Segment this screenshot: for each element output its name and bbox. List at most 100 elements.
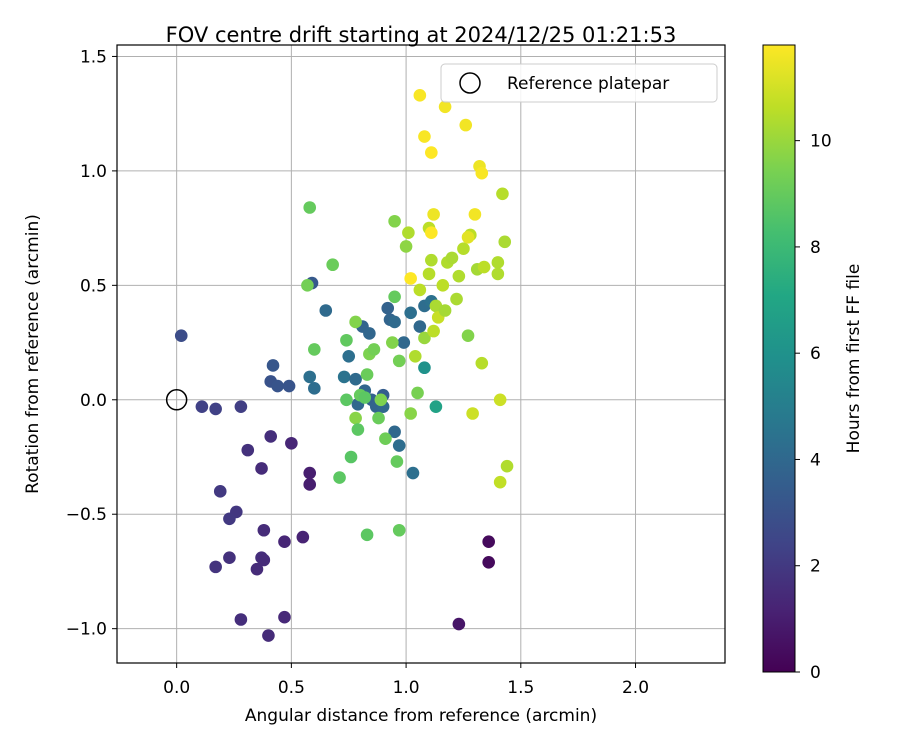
data-point	[255, 462, 268, 475]
data-point	[349, 411, 362, 425]
data-point	[388, 214, 401, 228]
data-point	[278, 535, 291, 548]
data-point	[296, 530, 310, 544]
data-point	[413, 89, 427, 102]
data-point	[477, 260, 491, 274]
data-point	[234, 400, 248, 413]
y-axis: −1.0 −0.5 0.0 0.5 1.0 1.5	[66, 47, 117, 640]
legend-box	[440, 63, 718, 103]
data-point	[250, 562, 264, 576]
data-point	[413, 320, 427, 333]
legend: Reference platepar	[440, 63, 718, 103]
legend-marker-icon	[459, 72, 481, 94]
data-point	[264, 430, 278, 443]
reference-platepar-marker	[165, 389, 188, 411]
data-point	[234, 613, 248, 626]
data-point	[358, 391, 372, 404]
colorbar-tick-label: 0	[810, 663, 821, 683]
data-point	[209, 560, 222, 574]
data-point	[392, 523, 406, 537]
data-point	[379, 432, 392, 445]
x-axis: 0.0 0.5 1.0 1.5 2.0	[163, 663, 649, 698]
data-point	[282, 379, 296, 393]
data-point	[392, 439, 406, 452]
colorbar-tick-label: 2	[810, 557, 821, 577]
data-point	[303, 466, 317, 480]
data-point	[374, 393, 388, 407]
data-point	[326, 258, 339, 272]
data-point	[411, 386, 424, 400]
data-point	[404, 407, 417, 420]
colorbar-tick-label: 6	[810, 344, 821, 364]
data-point	[493, 475, 507, 489]
data-point	[427, 324, 440, 338]
data-point	[308, 343, 321, 356]
data-point	[262, 629, 275, 642]
data-point	[386, 336, 399, 349]
data-point	[241, 443, 255, 457]
data-point	[392, 354, 406, 368]
data-point	[303, 478, 317, 491]
data-point	[301, 279, 314, 292]
x-tick-label: 0.5	[278, 678, 305, 698]
data-point	[445, 251, 459, 265]
data-point	[491, 267, 505, 281]
data-point	[425, 146, 438, 159]
data-point	[418, 331, 431, 345]
x-tick-label: 1.5	[507, 678, 534, 698]
data-point	[360, 528, 374, 542]
data-point	[319, 304, 333, 317]
data-point	[349, 372, 362, 386]
data-point	[406, 466, 420, 480]
data-point	[388, 425, 401, 439]
x-tick-label: 0.0	[163, 678, 190, 698]
colorbar-tick-label: 10	[810, 132, 832, 152]
data-point	[475, 166, 489, 180]
data-point	[388, 290, 401, 304]
data-point	[372, 411, 385, 425]
colorbar-gradient	[762, 44, 796, 673]
data-point	[418, 361, 431, 375]
data-point	[496, 187, 509, 201]
data-point	[340, 333, 353, 347]
data-point	[223, 512, 236, 526]
data-point	[404, 306, 417, 320]
x-tick-label: 1.0	[393, 678, 420, 698]
plot-frame	[116, 44, 726, 664]
data-point	[425, 226, 438, 239]
data-point	[340, 393, 353, 407]
data-point	[174, 329, 188, 342]
data-point	[482, 535, 495, 548]
data-point	[344, 450, 358, 464]
y-tick-label: 1.5	[80, 47, 107, 67]
data-point	[429, 400, 443, 413]
data-point	[404, 272, 417, 285]
data-point	[422, 267, 436, 281]
data-point	[498, 235, 512, 249]
data-point	[450, 292, 463, 306]
data-point	[367, 343, 381, 356]
data-point	[436, 279, 450, 292]
data-point	[257, 523, 271, 537]
data-point	[427, 208, 440, 221]
chart-title: FOV centre drift starting at 2024/12/25 …	[166, 23, 677, 47]
data-point	[195, 400, 209, 413]
colorbar-title: Hours from first FF file	[844, 264, 864, 454]
data-point	[213, 485, 227, 498]
colorbar-tick-label: 8	[810, 238, 821, 258]
data-point	[466, 407, 479, 420]
y-tick-label: −1.0	[66, 620, 107, 640]
data-point	[461, 230, 475, 244]
data-point	[209, 402, 222, 416]
data-point	[493, 393, 507, 407]
data-point	[402, 226, 415, 239]
data-point	[459, 118, 473, 132]
data-point	[475, 356, 489, 370]
y-tick-label: 0.5	[80, 276, 107, 296]
x-axis-title: Angular distance from reference (arcmin)	[245, 706, 597, 726]
data-point	[461, 329, 475, 342]
data-point	[303, 370, 317, 384]
data-point	[351, 423, 365, 436]
y-tick-label: −0.5	[66, 505, 107, 525]
data-point	[397, 336, 411, 349]
